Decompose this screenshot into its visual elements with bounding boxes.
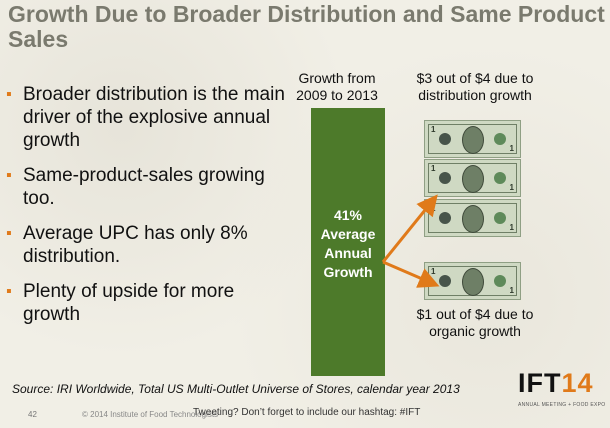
- bullet-marker: ▪: [6, 283, 12, 300]
- bullet-item: ▪ Same-product-sales growing too.: [6, 164, 286, 210]
- bullet-text: Broader distribution is the main driver …: [23, 84, 285, 151]
- arrow-to-distribution-icon: [381, 194, 438, 263]
- bullet-text: Same-product-sales growing too.: [23, 165, 265, 209]
- source-note: Source: IRI Worldwide, Total US Multi-Ou…: [12, 382, 460, 396]
- bullet-marker: ▪: [6, 86, 12, 103]
- bill-number: 1: [431, 125, 436, 134]
- arrow-to-organic-icon: [382, 260, 440, 288]
- bill-number: 1: [509, 286, 514, 295]
- bill-number: 1: [509, 183, 514, 192]
- bullet-marker: ▪: [6, 225, 12, 242]
- bullet-item: ▪ Broader distribution is the main drive…: [6, 83, 286, 152]
- growth-bar-label: 41% Average Annual Growth: [320, 207, 376, 280]
- bill-number: 1: [431, 164, 436, 173]
- dollar-bill-icon: 1 1: [424, 262, 521, 300]
- growth-bar: [311, 108, 385, 376]
- logo-tagline: ANNUAL MEETING + FOOD EXPO: [518, 402, 606, 408]
- bullet-item: ▪ Plenty of upside for more growth: [6, 280, 286, 326]
- dollar-bill-icon: 1 1: [424, 120, 521, 158]
- logo-text-ift: IFT: [518, 368, 562, 398]
- logo-text-14: 14: [561, 368, 594, 398]
- page-number: 42: [28, 410, 37, 419]
- bullet-list: ▪ Broader distribution is the main drive…: [6, 83, 286, 338]
- distribution-caption: $3 out of $4 due to distribution growth: [416, 70, 534, 103]
- copyright: © 2014 Institute of Food Technologists: [82, 410, 219, 419]
- bill-number: 1: [509, 144, 514, 153]
- dollar-bill-icon: 1 1: [424, 199, 521, 237]
- bullet-text: Plenty of upside for more growth: [23, 281, 235, 325]
- slide-title: Growth Due to Broader Distribution and S…: [8, 1, 605, 52]
- ift14-logo: IFT14 ANNUAL MEETING + FOOD EXPO: [518, 368, 606, 420]
- bullet-text: Average UPC has only 8% distribution.: [23, 223, 248, 267]
- dollar-bill-icon: 1 1: [424, 159, 521, 197]
- bullet-marker: ▪: [6, 167, 12, 184]
- bill-number: 1: [509, 223, 514, 232]
- hashtag-note: Tweeting? Don’t forget to include our ha…: [193, 407, 421, 418]
- bar-header: Growth from 2009 to 2013: [296, 70, 378, 103]
- organic-caption: $1 out of $4 due to organic growth: [416, 306, 534, 339]
- bullet-item: ▪ Average UPC has only 8% distribution.: [6, 222, 286, 268]
